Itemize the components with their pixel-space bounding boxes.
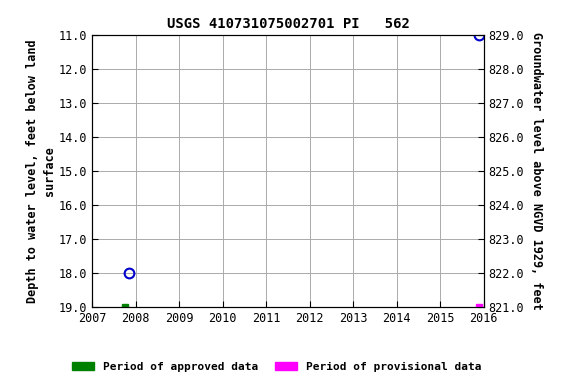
Y-axis label: Depth to water level, feet below land
surface: Depth to water level, feet below land su…: [26, 39, 56, 303]
Legend: Period of approved data, Period of provisional data: Period of approved data, Period of provi…: [67, 358, 486, 377]
Title: USGS 410731075002701 PI   562: USGS 410731075002701 PI 562: [166, 17, 410, 31]
Y-axis label: Groundwater level above NGVD 1929, feet: Groundwater level above NGVD 1929, feet: [530, 32, 543, 310]
